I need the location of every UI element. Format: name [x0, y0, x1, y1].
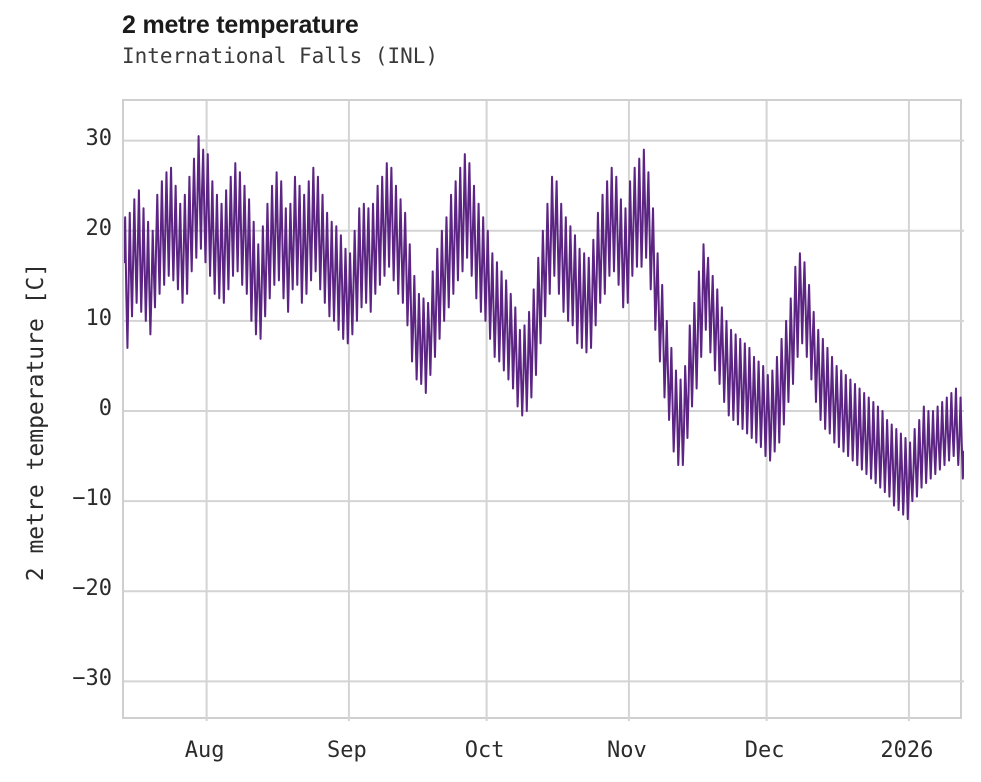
y-tick-label: −30 [72, 666, 112, 692]
y-tick-label: 0 [98, 396, 112, 421]
title-block: 2 metre temperature International Falls … [122, 10, 962, 70]
x-tick-label: Aug [184, 738, 225, 763]
x-tick-label: Sep [327, 738, 367, 763]
x-tick-label: Nov [607, 738, 647, 763]
page-title: 2 metre temperature [122, 11, 359, 39]
x-tick-label: 2026 [880, 738, 934, 763]
y-tick-label: −10 [72, 486, 112, 512]
y-tick-label: 20 [85, 215, 113, 241]
y-axis-label-wrapper: 2 metre temperature [C] [0, 0, 49, 782]
y-axis-ticks: 30 20 10 0 −10 −20 −30 [50, 99, 112, 719]
plot-area [122, 99, 964, 721]
x-axis-ticks: Aug Sep Oct Nov Dec 2026 [122, 738, 962, 768]
chart-subtitle: International Falls (INL) [122, 44, 439, 68]
x-tick-label: Oct [464, 738, 505, 763]
y-tick-label: −20 [72, 576, 112, 602]
x-tick-label: Dec [744, 738, 785, 763]
y-tick-label: 30 [85, 125, 113, 151]
temperature-series [124, 135, 964, 521]
y-axis-label: 2 metre temperature [C] [23, 262, 49, 582]
y-tick-label: 10 [85, 305, 113, 331]
